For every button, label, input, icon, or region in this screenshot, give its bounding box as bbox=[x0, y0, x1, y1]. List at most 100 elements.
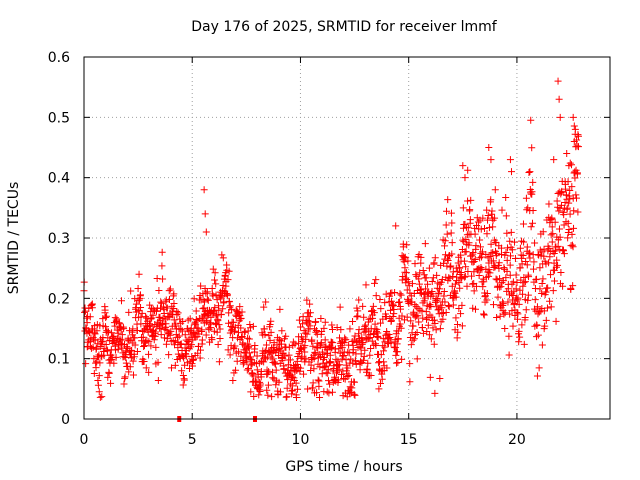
data-point bbox=[569, 243, 577, 251]
data-point bbox=[158, 248, 166, 256]
data-point bbox=[381, 343, 389, 351]
data-point bbox=[283, 384, 291, 392]
data-point bbox=[192, 315, 200, 323]
data-point bbox=[372, 292, 380, 300]
data-point bbox=[203, 288, 211, 296]
data-point bbox=[296, 345, 304, 353]
data-point bbox=[509, 278, 517, 286]
data-point bbox=[436, 325, 444, 333]
data-point bbox=[129, 357, 137, 365]
data-point bbox=[125, 308, 133, 316]
data-point bbox=[513, 278, 521, 286]
y-tick-label: 0.6 bbox=[48, 50, 70, 66]
data-point bbox=[361, 321, 369, 329]
data-point bbox=[351, 332, 359, 340]
data-point bbox=[211, 269, 219, 277]
data-point bbox=[349, 346, 357, 354]
data-point bbox=[509, 291, 517, 299]
data-point bbox=[99, 315, 107, 323]
data-point bbox=[574, 143, 582, 151]
data-point bbox=[356, 366, 364, 374]
data-point bbox=[192, 307, 200, 315]
data-point bbox=[317, 339, 325, 347]
data-point bbox=[400, 254, 408, 262]
data-point bbox=[128, 346, 136, 354]
data-point bbox=[121, 373, 129, 381]
data-point bbox=[114, 329, 122, 337]
data-point bbox=[556, 233, 564, 241]
data-point bbox=[82, 360, 90, 368]
data-point bbox=[140, 342, 148, 350]
data-point bbox=[181, 331, 189, 339]
data-point bbox=[146, 301, 154, 309]
data-point bbox=[547, 303, 555, 311]
data-point bbox=[513, 309, 521, 317]
data-point bbox=[547, 231, 555, 239]
data-point bbox=[522, 306, 530, 314]
data-point bbox=[386, 333, 394, 341]
data-point bbox=[433, 271, 441, 279]
data-point bbox=[539, 228, 547, 236]
data-point bbox=[91, 336, 99, 344]
data-point bbox=[271, 360, 279, 368]
data-point bbox=[229, 376, 237, 384]
data-point bbox=[108, 329, 116, 337]
data-point bbox=[166, 285, 174, 293]
data-point bbox=[273, 341, 281, 349]
data-point bbox=[202, 331, 210, 339]
data-point bbox=[216, 325, 224, 333]
data-point bbox=[377, 351, 385, 359]
data-point bbox=[197, 346, 205, 354]
data-point bbox=[527, 116, 535, 124]
data-point bbox=[574, 132, 582, 140]
data-point bbox=[104, 373, 112, 381]
data-point bbox=[229, 318, 237, 326]
data-point bbox=[391, 288, 399, 296]
data-point bbox=[448, 219, 456, 227]
data-point bbox=[238, 333, 246, 341]
data-point bbox=[396, 290, 404, 298]
data-point bbox=[265, 368, 273, 376]
data-point bbox=[447, 209, 455, 217]
data-point bbox=[219, 254, 227, 262]
data-point bbox=[292, 379, 300, 387]
data-point bbox=[468, 252, 476, 260]
data-point bbox=[554, 261, 562, 269]
data-point bbox=[291, 368, 299, 376]
data-point bbox=[536, 264, 544, 272]
data-point bbox=[542, 316, 550, 324]
data-point bbox=[85, 327, 93, 335]
data-point bbox=[555, 207, 563, 215]
data-point bbox=[213, 328, 221, 336]
data-point bbox=[239, 360, 247, 368]
data-point bbox=[391, 336, 399, 344]
data-point bbox=[105, 369, 113, 377]
data-point bbox=[194, 342, 202, 350]
data-point bbox=[444, 302, 452, 310]
data-point bbox=[550, 277, 558, 285]
data-point bbox=[464, 224, 472, 232]
data-point bbox=[415, 318, 423, 326]
data-point-outlier bbox=[491, 186, 499, 194]
data-point bbox=[95, 388, 103, 396]
data-point-outlier bbox=[554, 77, 562, 85]
data-point bbox=[507, 228, 515, 236]
data-point bbox=[177, 325, 185, 333]
data-point bbox=[142, 364, 150, 372]
data-point bbox=[262, 298, 270, 306]
data-point bbox=[371, 325, 379, 333]
data-point bbox=[326, 380, 334, 388]
data-point bbox=[502, 193, 510, 201]
data-point bbox=[570, 122, 578, 130]
data-point bbox=[544, 284, 552, 292]
data-point bbox=[566, 187, 574, 195]
data-point bbox=[447, 262, 455, 270]
data-point bbox=[154, 376, 162, 384]
data-point bbox=[135, 270, 143, 278]
data-point bbox=[295, 339, 303, 347]
data-point bbox=[350, 390, 358, 398]
data-point bbox=[154, 358, 162, 366]
data-point bbox=[519, 251, 527, 259]
data-point bbox=[203, 295, 211, 303]
